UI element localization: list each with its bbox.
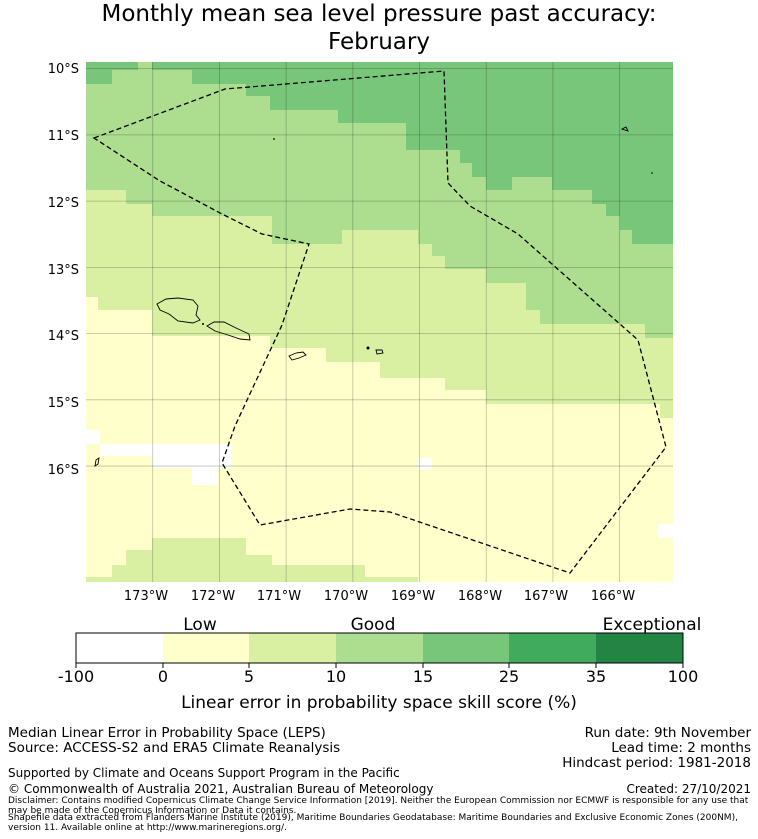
savaii-island [156, 297, 201, 324]
atoll-c [651, 172, 653, 174]
category-label-good: Good [351, 615, 396, 635]
category-label-low: Low [183, 615, 217, 635]
graticule [86, 62, 673, 582]
cb-tick-0: -100 [58, 667, 94, 686]
manua-island-b [366, 346, 370, 350]
colorbar-segment-5 [509, 633, 596, 663]
lon-label-173w: 173°W [124, 589, 168, 604]
footer-run-date: Run date: 9th November [584, 725, 751, 741]
region-no-skill-b [418, 458, 432, 470]
lon-label-171w: 171°W [257, 589, 301, 604]
lat-label-15s: 15°S [48, 396, 79, 411]
lat-label-12s: 12°S [48, 196, 79, 211]
colorbar-frame [75, 632, 684, 664]
region-very-good [86, 62, 673, 244]
region-no-skill-a [86, 430, 232, 485]
cb-tick-5: 25 [499, 667, 519, 686]
manua-island-a [375, 349, 384, 355]
footer-lead-time: Lead time: 2 months [611, 740, 751, 756]
footer-hindcast-period: Hindcast period: 1981-2018 [562, 755, 751, 771]
region-good-south [86, 538, 418, 582]
footer-disclaimer: Disclaimer: Contains modified Copernicus… [8, 796, 749, 816]
footer-shapefile-credit: Shapefile data extracted from Flanders M… [8, 813, 738, 833]
footer-created: Created: 27/10/2021 [626, 782, 751, 796]
atoll-b [620, 126, 629, 132]
latitude-labels: 10°S 11°S 12°S 13°S 14°S 15°S 16°S [48, 62, 79, 478]
cb-tick-1: 0 [158, 667, 168, 686]
cb-tick-7: 100 [668, 667, 699, 686]
region-no-skill-c [658, 524, 673, 538]
lon-label-166w: 166°W [591, 589, 635, 604]
cb-tick-3: 10 [326, 667, 346, 686]
lon-label-167w: 167°W [524, 589, 568, 604]
cb-tick-4: 15 [413, 667, 433, 686]
eez-boundary [92, 70, 667, 574]
footer-source: Source: ACCESS-S2 and ERA5 Climate Reana… [8, 740, 341, 756]
upolu-island [206, 321, 251, 341]
skill-score-grid [86, 62, 673, 582]
apolima-island [202, 323, 204, 325]
longitude-labels: 173°W 172°W 171°W 170°W 169°W 168°W 167°… [124, 589, 635, 604]
cb-tick-6: 35 [586, 667, 606, 686]
footer-support: Supported by Climate and Oceans Support … [8, 766, 400, 780]
islands [94, 126, 653, 467]
lon-label-170w: 170°W [324, 589, 368, 604]
lon-label-169w: 169°W [391, 589, 435, 604]
title-line-1: Monthly mean sea level pressure past acc… [101, 1, 657, 27]
tutuila-island [288, 351, 307, 361]
colorbar-segment-1 [163, 633, 249, 663]
atoll-d [94, 457, 100, 467]
lon-label-168w: 168°W [458, 589, 502, 604]
title-line-2: February [328, 29, 430, 55]
colorbar-segment-4 [423, 633, 509, 663]
colorbar: Low Good Exceptional -100 0 5 10 15 25 3… [58, 615, 702, 713]
colorbar-segment-0 [76, 633, 163, 663]
chart-title: Monthly mean sea level pressure past acc… [0, 0, 758, 56]
lon-label-172w: 172°W [191, 589, 235, 604]
lat-label-13s: 13°S [48, 263, 79, 278]
colorbar-segment-2 [249, 633, 336, 663]
lat-label-10s: 10°S [48, 62, 79, 77]
colorbar-xlabel: Linear error in probability space skill … [181, 693, 577, 713]
lat-label-14s: 14°S [48, 329, 79, 344]
atoll-a [273, 138, 275, 140]
category-label-exceptional: Exceptional [603, 615, 702, 635]
map-figure: 10°S 11°S 12°S 13°S 14°S 15°S 16°S 173°W… [48, 62, 702, 713]
colorbar-tick-marks [75, 663, 684, 668]
footer-copyright: © Commonwealth of Australia 2021, Austra… [8, 782, 434, 796]
colorbar-segment-3 [336, 633, 423, 663]
footer-metric: Median Linear Error in Probability Space… [8, 725, 326, 741]
colorbar-segment-6 [596, 633, 683, 663]
cb-tick-2: 5 [244, 667, 254, 686]
lat-label-16s: 16°S [48, 463, 79, 478]
lat-label-11s: 11°S [48, 129, 79, 144]
